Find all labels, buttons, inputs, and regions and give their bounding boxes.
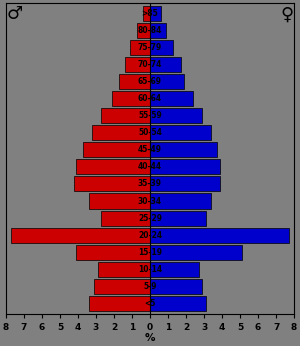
Text: 50-54: 50-54 — [138, 128, 162, 137]
Bar — [150, 245, 242, 260]
Bar — [76, 245, 150, 260]
Bar — [150, 22, 166, 38]
Bar — [150, 142, 217, 157]
Bar — [150, 228, 289, 243]
Text: 55-59: 55-59 — [138, 111, 162, 120]
Bar — [150, 279, 202, 294]
Bar — [137, 22, 150, 38]
Text: 40-44: 40-44 — [138, 162, 162, 171]
Text: ♂: ♂ — [7, 5, 23, 23]
Bar — [150, 211, 206, 226]
Bar — [150, 108, 202, 123]
Bar — [150, 91, 193, 106]
Text: 10-14: 10-14 — [138, 265, 162, 274]
Text: <5: <5 — [144, 299, 156, 308]
Bar — [150, 176, 220, 191]
Text: 20-24: 20-24 — [138, 231, 162, 240]
Bar — [143, 6, 150, 20]
Bar — [150, 159, 220, 174]
Bar — [125, 57, 150, 72]
Bar — [94, 279, 150, 294]
Bar — [92, 125, 150, 140]
Bar — [150, 193, 211, 209]
Bar — [89, 296, 150, 311]
Bar — [101, 211, 150, 226]
Text: >85: >85 — [142, 9, 158, 18]
Bar — [98, 262, 150, 277]
Bar — [150, 74, 184, 89]
Bar — [150, 296, 206, 311]
Bar — [83, 142, 150, 157]
Bar — [150, 6, 161, 20]
Text: 45-49: 45-49 — [138, 145, 162, 154]
Bar — [11, 228, 150, 243]
Text: 70-74: 70-74 — [138, 60, 162, 69]
Text: 15-19: 15-19 — [138, 248, 162, 257]
Text: 5-9: 5-9 — [143, 282, 157, 291]
Text: 80-84: 80-84 — [138, 26, 162, 35]
Bar — [76, 159, 150, 174]
Bar — [119, 74, 150, 89]
Bar — [150, 125, 211, 140]
Bar — [150, 40, 173, 55]
Bar — [74, 176, 150, 191]
Bar — [150, 57, 181, 72]
Bar — [101, 108, 150, 123]
Bar — [89, 193, 150, 209]
X-axis label: %: % — [145, 333, 155, 343]
Text: 60-64: 60-64 — [138, 94, 162, 103]
Text: 75-79: 75-79 — [138, 43, 162, 52]
Bar — [130, 40, 150, 55]
Text: ♀: ♀ — [280, 5, 293, 23]
Text: 30-34: 30-34 — [138, 197, 162, 206]
Bar — [150, 262, 199, 277]
Text: 65-69: 65-69 — [138, 77, 162, 86]
Text: 25-29: 25-29 — [138, 213, 162, 222]
Text: 35-39: 35-39 — [138, 180, 162, 189]
Bar — [112, 91, 150, 106]
